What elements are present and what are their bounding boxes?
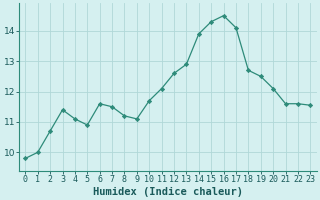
X-axis label: Humidex (Indice chaleur): Humidex (Indice chaleur) bbox=[93, 186, 243, 197]
